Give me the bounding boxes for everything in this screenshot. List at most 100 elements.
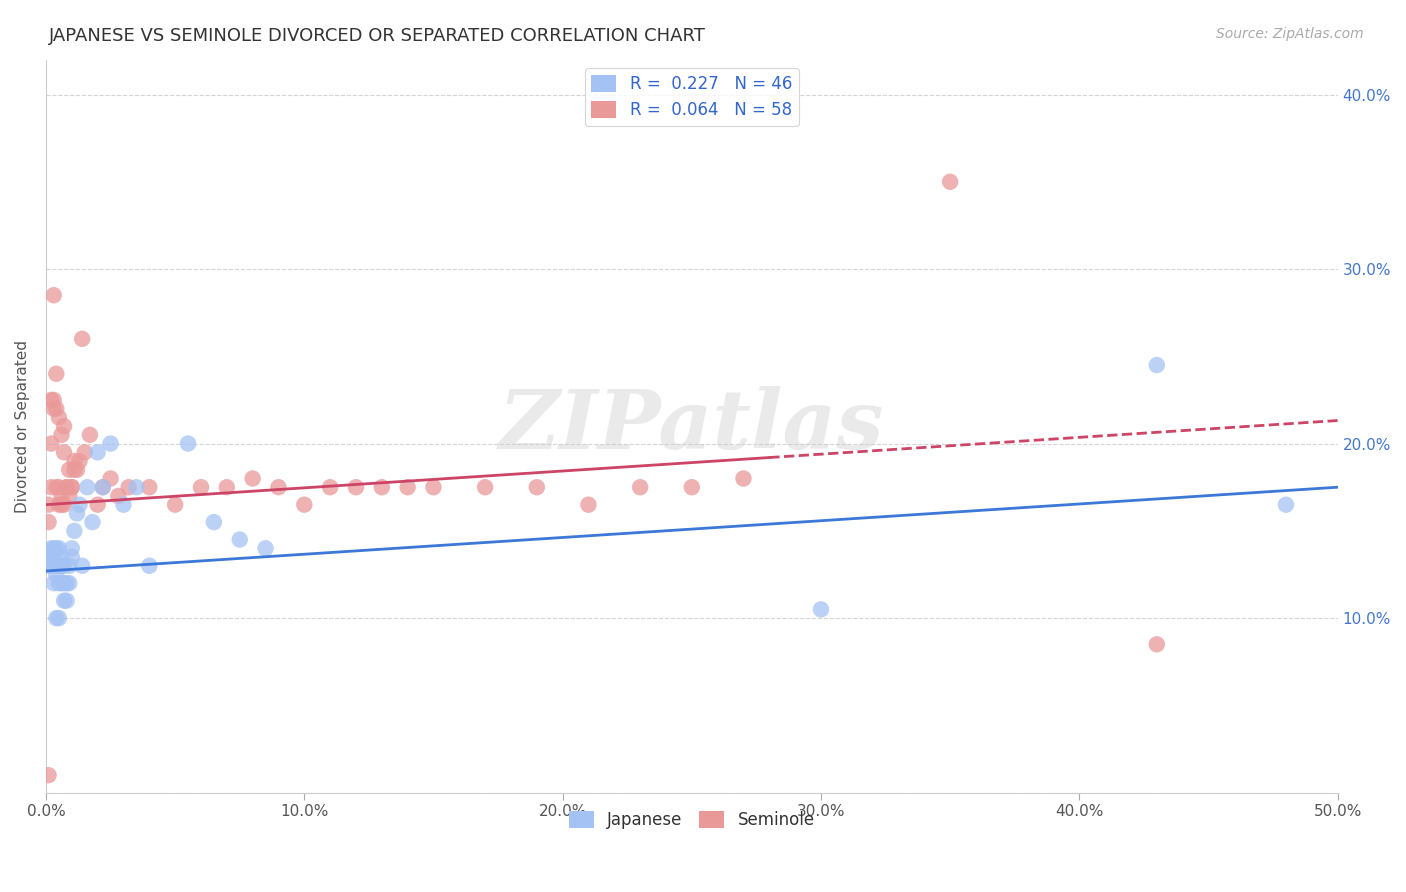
Point xyxy=(177,436,200,450)
Point xyxy=(215,480,238,494)
Point xyxy=(254,541,277,556)
Point xyxy=(55,480,77,494)
Point xyxy=(58,558,80,573)
Point xyxy=(63,454,86,468)
Point xyxy=(55,593,77,607)
Point xyxy=(70,332,93,346)
Point xyxy=(55,480,77,494)
Point xyxy=(117,480,139,494)
Point xyxy=(53,445,76,459)
Point xyxy=(242,471,264,485)
Point xyxy=(70,558,93,573)
Point xyxy=(69,498,91,512)
Point xyxy=(51,558,73,573)
Point xyxy=(60,480,83,494)
Point xyxy=(42,288,65,302)
Point xyxy=(91,480,114,494)
Point xyxy=(45,567,67,582)
Point xyxy=(100,436,122,450)
Point xyxy=(42,392,65,407)
Point xyxy=(112,498,135,512)
Point xyxy=(138,480,160,494)
Point xyxy=(48,410,70,425)
Point xyxy=(48,498,70,512)
Point xyxy=(1146,637,1168,651)
Point xyxy=(60,480,83,494)
Point xyxy=(38,558,60,573)
Point xyxy=(91,480,114,494)
Point xyxy=(39,392,62,407)
Point xyxy=(66,463,89,477)
Point xyxy=(63,463,86,477)
Point xyxy=(396,480,419,494)
Point xyxy=(60,541,83,556)
Point xyxy=(86,498,108,512)
Point xyxy=(42,549,65,564)
Point xyxy=(45,480,67,494)
Point xyxy=(628,480,651,494)
Point xyxy=(267,480,290,494)
Point xyxy=(292,498,315,512)
Point xyxy=(39,549,62,564)
Point xyxy=(58,576,80,591)
Point xyxy=(76,480,98,494)
Point xyxy=(578,498,600,512)
Point xyxy=(526,480,548,494)
Point xyxy=(45,541,67,556)
Point xyxy=(58,463,80,477)
Point xyxy=(45,558,67,573)
Point xyxy=(42,576,65,591)
Point xyxy=(228,533,250,547)
Point xyxy=(681,480,703,494)
Point xyxy=(202,515,225,529)
Point xyxy=(51,489,73,503)
Point xyxy=(100,471,122,485)
Point xyxy=(51,549,73,564)
Point xyxy=(39,480,62,494)
Point xyxy=(1275,498,1298,512)
Point xyxy=(371,480,394,494)
Point xyxy=(733,471,755,485)
Point xyxy=(138,558,160,573)
Point xyxy=(39,436,62,450)
Point xyxy=(42,541,65,556)
Point xyxy=(53,593,76,607)
Point xyxy=(63,524,86,538)
Text: Source: ZipAtlas.com: Source: ZipAtlas.com xyxy=(1216,27,1364,41)
Point xyxy=(344,480,367,494)
Point xyxy=(45,401,67,416)
Point xyxy=(422,480,444,494)
Point xyxy=(165,498,187,512)
Point xyxy=(51,576,73,591)
Point xyxy=(58,489,80,503)
Point xyxy=(45,367,67,381)
Point xyxy=(60,549,83,564)
Point xyxy=(53,576,76,591)
Point xyxy=(107,489,129,503)
Point xyxy=(474,480,496,494)
Point xyxy=(48,611,70,625)
Point xyxy=(1146,358,1168,372)
Point xyxy=(48,576,70,591)
Point xyxy=(86,445,108,459)
Point xyxy=(125,480,148,494)
Point xyxy=(79,428,101,442)
Point xyxy=(939,175,962,189)
Text: JAPANESE VS SEMINOLE DIVORCED OR SEPARATED CORRELATION CHART: JAPANESE VS SEMINOLE DIVORCED OR SEPARAT… xyxy=(49,27,706,45)
Point xyxy=(53,419,76,434)
Point xyxy=(73,445,96,459)
Point xyxy=(39,541,62,556)
Y-axis label: Divorced or Separated: Divorced or Separated xyxy=(15,340,30,513)
Point xyxy=(51,428,73,442)
Point xyxy=(42,401,65,416)
Point xyxy=(190,480,212,494)
Point xyxy=(38,515,60,529)
Point xyxy=(69,454,91,468)
Point xyxy=(53,558,76,573)
Point xyxy=(319,480,342,494)
Point xyxy=(38,498,60,512)
Point xyxy=(42,558,65,573)
Point xyxy=(66,507,89,521)
Point xyxy=(810,602,832,616)
Point xyxy=(45,611,67,625)
